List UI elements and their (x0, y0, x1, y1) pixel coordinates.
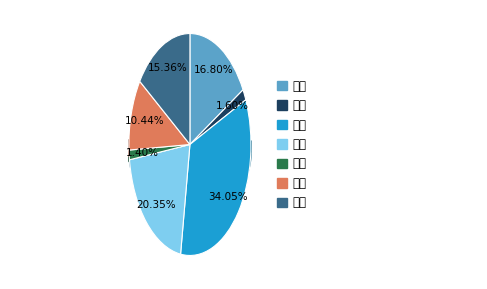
Text: 16.80%: 16.80% (194, 65, 234, 75)
Wedge shape (129, 81, 190, 150)
Text: 34.05%: 34.05% (208, 192, 247, 202)
Text: 15.36%: 15.36% (148, 63, 187, 73)
Wedge shape (190, 90, 246, 144)
Polygon shape (130, 153, 181, 214)
Polygon shape (129, 144, 190, 156)
Polygon shape (181, 144, 190, 214)
Wedge shape (129, 144, 190, 160)
Text: 20.35%: 20.35% (136, 200, 176, 210)
Legend: 华北, 东北, 华东, 华中, 华南, 西南, 西北: 华北, 东北, 华东, 华中, 华南, 西南, 西北 (272, 75, 311, 214)
Wedge shape (190, 34, 243, 144)
Text: 10.44%: 10.44% (124, 116, 164, 126)
Wedge shape (130, 144, 190, 254)
Polygon shape (181, 144, 190, 214)
Polygon shape (130, 144, 190, 162)
Polygon shape (130, 144, 190, 162)
Polygon shape (181, 140, 251, 214)
Text: 1.60%: 1.60% (216, 101, 249, 111)
Wedge shape (140, 34, 190, 144)
Wedge shape (181, 100, 251, 255)
Text: 1.40%: 1.40% (126, 148, 159, 158)
Polygon shape (129, 144, 190, 156)
Polygon shape (129, 148, 130, 162)
